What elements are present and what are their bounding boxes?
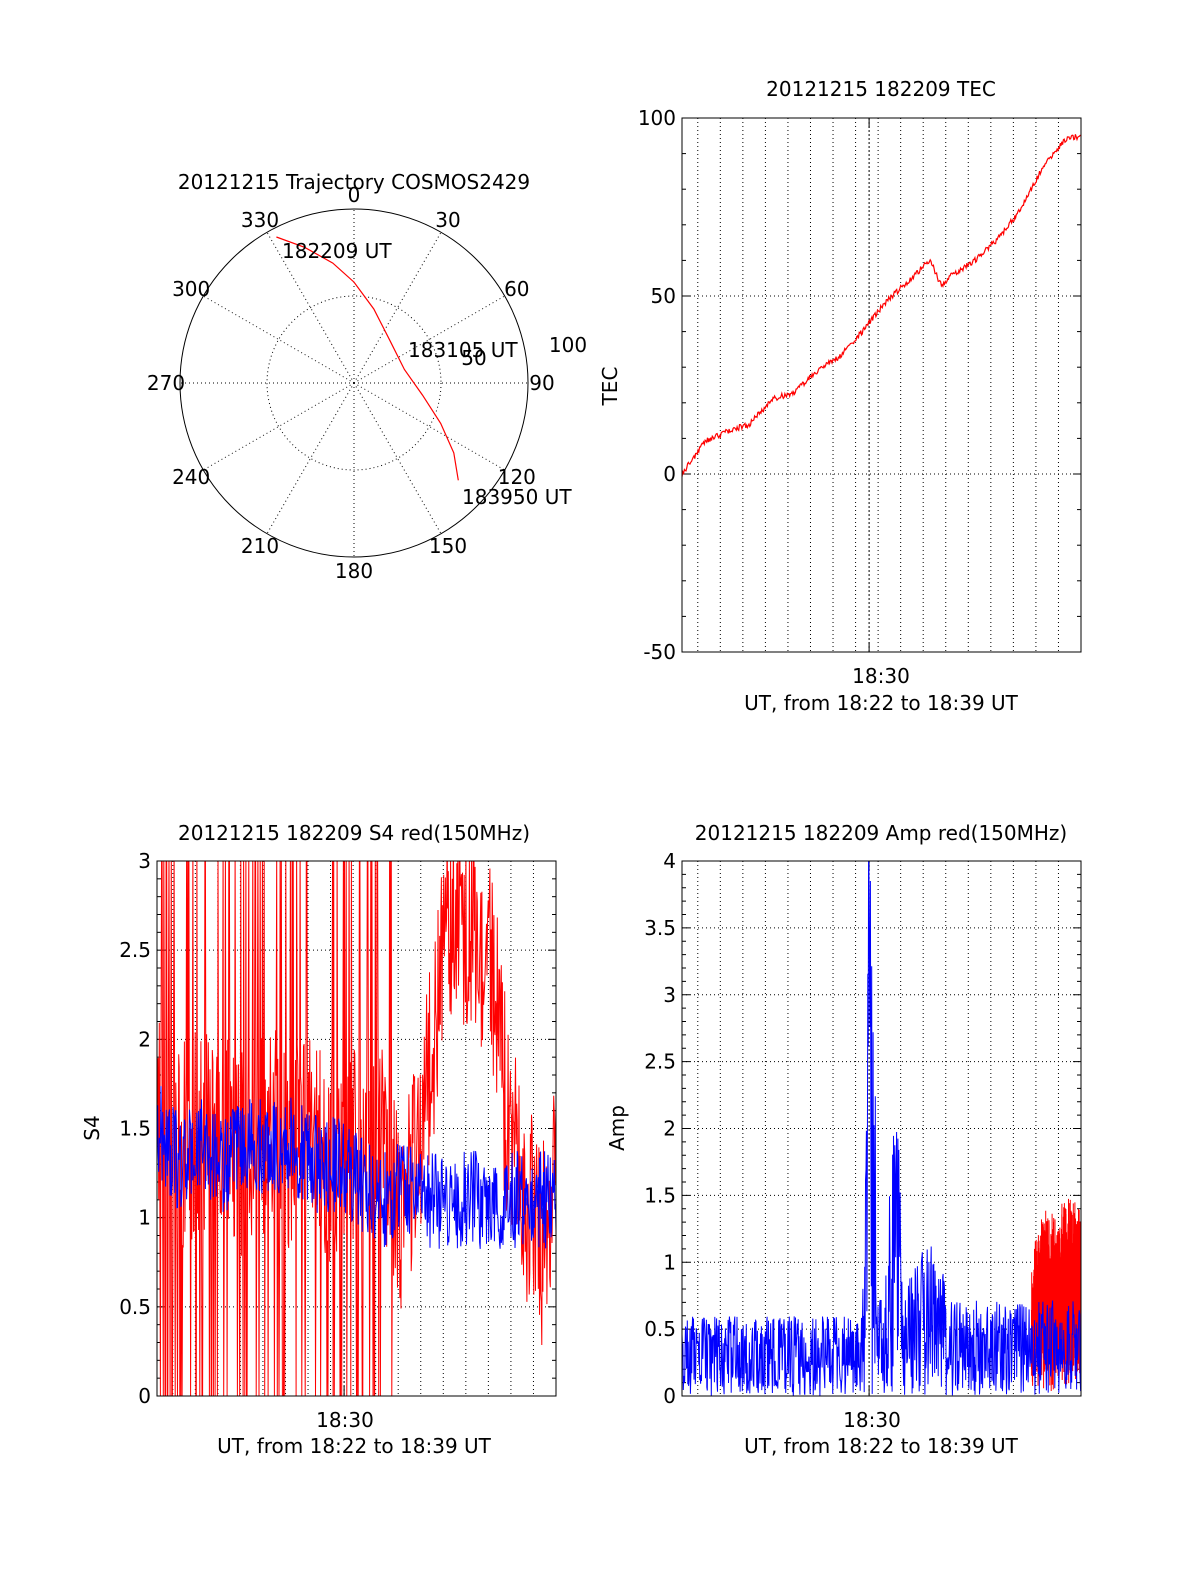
series-line-amp-1 [682,861,1081,1396]
polar-spoke [353,382,505,471]
polar-time-annotation: 183105 UT [408,338,518,362]
polar-annotations: 182209 UT 183105 UT 183950 UT [282,239,572,509]
y-tick-label: 3 [138,849,151,873]
y-tick-label: 2 [663,1117,676,1141]
polar-spoke [266,382,355,534]
polar-spoke [353,232,442,384]
y-tick-label: 1 [663,1250,676,1274]
polar-spoke [203,382,355,471]
polar-angle-label: 90 [529,371,554,395]
tec-panel: 20121215 182209 TEC TEC 18:30 UT, from 1… [598,77,1082,715]
series-line-s4-0 [157,861,556,1396]
amp-ylabel: Amp [605,1105,629,1151]
polar-angle-label: 0 [348,183,361,207]
y-tick-label: 2.5 [644,1050,676,1074]
y-tick-label: 50 [651,284,676,308]
trajectory-title: 20121215 Trajectory COSMOS2429 [178,170,530,194]
y-tick-label: 0 [138,1384,151,1408]
polar-time-annotation: 183950 UT [462,485,572,509]
s4-xlabel: UT, from 18:22 to 18:39 UT [217,1434,492,1458]
polar-grid [180,209,528,557]
polar-spoke [353,295,505,384]
polar-angle-labels: 0 30 60 90 120 150 180 210 240 270 300 330 [147,183,555,583]
polar-radial-label: 100 [549,333,587,357]
polar-spoke [266,232,355,384]
y-tick-label: 100 [638,106,676,130]
y-tick-label: 0.5 [644,1317,676,1341]
y-tick-label: 1 [138,1206,151,1230]
tec-xtick-label: 18:30 [852,664,910,688]
tec-xlabel: UT, from 18:22 to 18:39 UT [744,691,1019,715]
polar-ring [266,295,442,471]
polar-spoke [353,382,442,534]
s4-ylabel: S4 [80,1115,104,1140]
y-tick-label: 2.5 [119,938,151,962]
polar-spoke [203,295,355,384]
y-tick-label: -50 [643,640,676,664]
y-tick-label: 1.5 [119,1117,151,1141]
polar-angle-label: 30 [435,208,460,232]
tec-ylabel: TEC [598,367,622,407]
y-tick-label: 0 [663,1384,676,1408]
y-tick-label: 4 [663,849,676,873]
tec-plot-frame [681,117,1082,653]
polar-angle-label: 180 [335,559,373,583]
series-line-tec-0 [682,134,1081,477]
polar-angle-label: 270 [147,371,185,395]
y-tick-label: 1.5 [644,1183,676,1207]
amp-xlabel: UT, from 18:22 to 18:39 UT [744,1434,1019,1458]
s4-title: 20121215 182209 S4 red(150MHz) [178,821,530,845]
satellite-track-line [276,236,459,481]
y-tick-label: 0 [663,462,676,486]
amp-title: 20121215 182209 Amp red(150MHz) [695,821,1067,845]
tec-title: 20121215 182209 TEC [766,77,996,101]
polar-angle-label: 150 [429,534,467,558]
y-tick-label: 3.5 [644,916,676,940]
polar-angle-label: 300 [172,277,210,301]
polar-angle-label: 60 [504,277,529,301]
series-line-s4-1 [157,1086,556,1249]
amp-xtick-label: 18:30 [843,1408,901,1432]
s4-plot-frame [156,860,557,1397]
polar-time-annotation: 182209 UT [282,239,392,263]
y-tick-label: 0.5 [119,1295,151,1319]
polar-angle-label: 210 [241,534,279,558]
polar-angle-label: 240 [172,465,210,489]
polar-angle-label: 120 [498,465,536,489]
y-tick-label: 3 [663,983,676,1007]
y-tick-label: 2 [138,1027,151,1051]
amp-panel: 20121215 182209 Amp red(150MHz) Amp 18:3… [605,821,1082,1458]
polar-outer-circle [179,208,529,558]
s4-panel: 20121215 182209 S4 red(150MHz) S4 18:30 … [80,821,557,1458]
s4-xtick-label: 18:30 [316,1408,374,1432]
amp-plot-frame [681,860,1082,1397]
polar-angle-label: 330 [241,208,279,232]
polar-radial-labels: 50 100 [461,333,587,370]
polar-radial-label: 50 [461,346,486,370]
trajectory-polar-plot: 20121215 Trajectory COSMOS2429 0 30 60 90 12… [147,170,587,583]
